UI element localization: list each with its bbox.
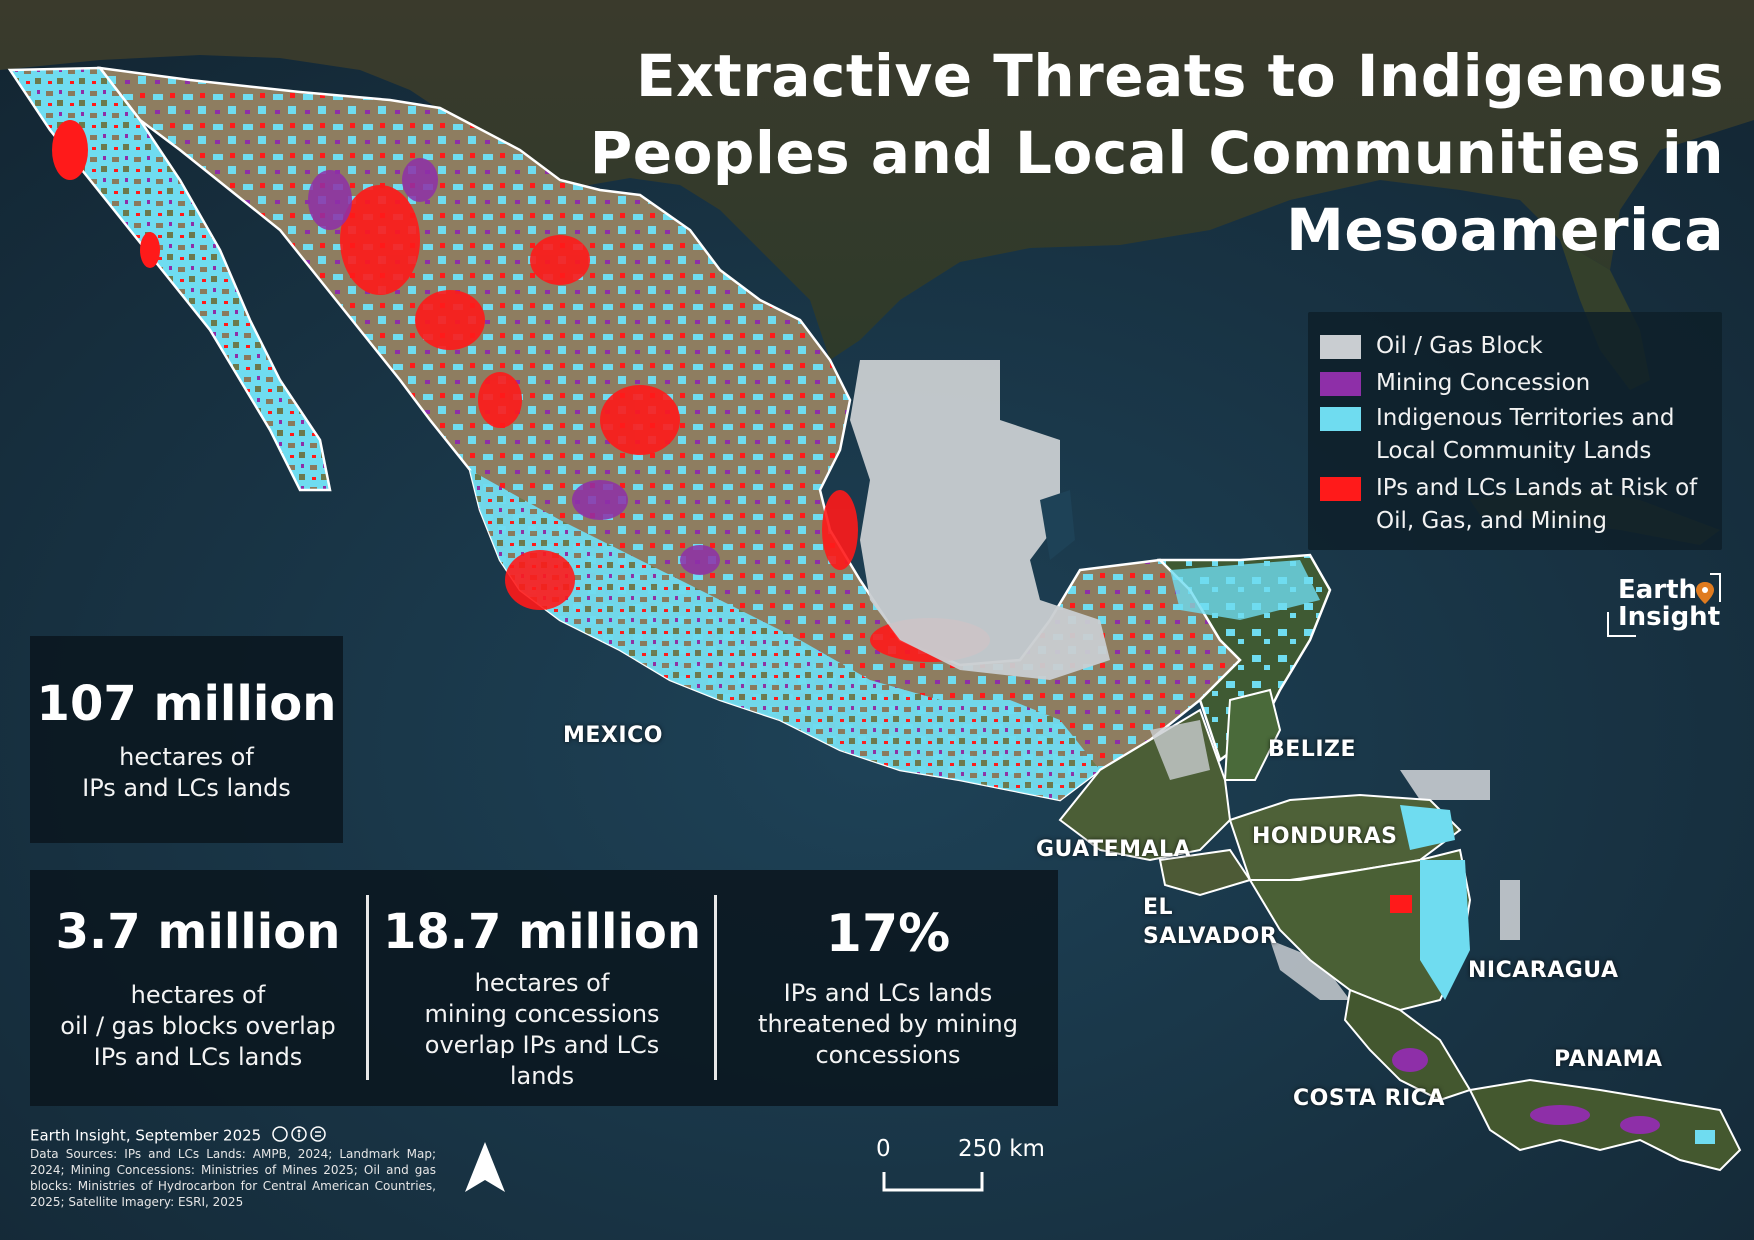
stat-divider-1 (366, 895, 369, 1080)
stat-mining-desc-1: hectares of (474, 969, 610, 997)
map-title: Extractive Threats to Indigenous Peoples… (524, 38, 1724, 269)
label-el-salvador-1: EL (1143, 895, 1174, 920)
baja-risk-areas (52, 120, 160, 268)
scale-label-start: 0 (876, 1136, 891, 1162)
label-guatemala: GUATEMALA (1036, 837, 1192, 862)
stat-percent-desc-3: concessions (815, 1041, 961, 1069)
stat-mining: 18.7 million hectares of mining concessi… (370, 870, 714, 1106)
costa-rica-mining (1392, 1048, 1428, 1072)
gulf-block-gap (1040, 490, 1075, 560)
stat-box-total-lands: 107 million hectares of IPs and LCs land… (30, 636, 343, 843)
legend-label-mining: Mining Concession (1376, 370, 1591, 396)
stat-total-value: 107 million (36, 676, 337, 732)
nicaragua-territories (1420, 860, 1470, 1000)
legend-swatch-oil-gas (1320, 335, 1361, 359)
nicaragua-risk-area (1390, 895, 1412, 913)
label-panama: PANAMA (1554, 1047, 1663, 1072)
belize-land (1223, 688, 1282, 781)
logo-line-2: Insight (1618, 602, 1721, 632)
map-pin-icon (1696, 582, 1714, 604)
stat-mining-desc-2: mining concessions (424, 1000, 660, 1028)
label-honduras: HONDURAS (1252, 824, 1398, 849)
stat-total-desc-1: hectares of (119, 743, 254, 771)
stat-oil-gas-desc-1: hectares of (130, 981, 266, 1009)
stat-mining-desc-3: overlap IPs and LCs (424, 1031, 660, 1059)
panama-land (1468, 1078, 1742, 1172)
stat-percent-value: 17% (825, 904, 951, 964)
north-arrow-icon (465, 1142, 505, 1192)
title-line-2: Peoples and Local Communities in (589, 119, 1724, 187)
legend-item-territories: Indigenous Territories and Local Communi… (1320, 402, 1716, 468)
panama-mining (1530, 1105, 1660, 1134)
scale-bar (882, 1172, 984, 1192)
legend-label-territories: Indigenous Territories and Local Communi… (1376, 405, 1675, 464)
label-nicaragua: NICARAGUA (1468, 958, 1619, 983)
stat-percent-desc-1: IPs and LCs lands (783, 979, 993, 1007)
united-states-land (0, 0, 1754, 360)
caribbean-oil-gas-block (1400, 770, 1490, 800)
mexico-mining-areas (308, 158, 720, 575)
earth-insight-logo: Earth Insight (1606, 572, 1722, 638)
title-line-1: Extractive Threats to Indigenous (635, 42, 1724, 110)
legend-label-risk: IPs and LCs Lands at Risk of Oil, Gas, a… (1376, 475, 1698, 534)
guatemala-oil-gas-blocks (1150, 720, 1210, 780)
creative-commons-icon (272, 1126, 328, 1146)
stat-mining-desc-4: lands (509, 1062, 575, 1090)
label-costa-rica: COSTA RICA (1293, 1086, 1445, 1111)
stat-divider-2 (714, 895, 717, 1080)
pacific-oil-gas-block (1270, 940, 1350, 1000)
stat-percent: 17% IPs and LCs lands threatened by mini… (718, 870, 1058, 1106)
legend-item-mining: Mining Concession (1320, 367, 1716, 400)
legend-item-risk: IPs and LCs Lands at Risk of Oil, Gas, a… (1320, 472, 1716, 538)
mexico-south-territories (470, 470, 1100, 800)
panama-territories (1695, 1130, 1715, 1144)
legend-swatch-risk (1320, 477, 1361, 501)
stat-oil-gas-desc-2: oil / gas blocks overlap (60, 1012, 336, 1040)
credit-line: Earth Insight, September 2025 (30, 1126, 328, 1146)
costa-rica-land (1343, 988, 1472, 1102)
map-legend: Oil / Gas Block Mining Concession Indige… (1308, 312, 1722, 550)
honduras-territories (1400, 805, 1455, 850)
label-belize: BELIZE (1268, 737, 1356, 762)
title-line-3: Mesoamerica (1286, 196, 1724, 264)
label-mexico: MEXICO (563, 723, 663, 748)
legend-swatch-territories (1320, 407, 1361, 431)
baja-california-land (7, 66, 332, 492)
label-el-salvador-2: SALVADOR (1143, 924, 1278, 949)
stat-oil-gas-value: 3.7 million (55, 904, 341, 960)
legend-label-oil-gas: Oil / Gas Block (1376, 333, 1543, 359)
stat-total-desc-2: IPs and LCs lands (82, 774, 291, 802)
legend-item-oil-gas: Oil / Gas Block (1320, 330, 1716, 363)
data-sources: Data Sources: IPs and LCs Lands: AMPB, 2… (30, 1147, 436, 1209)
stat-oil-gas-desc-3: IPs and LCs lands (93, 1043, 303, 1071)
stat-row-box: 3.7 million hectares of oil / gas blocks… (30, 870, 1058, 1106)
scale-label-end: 250 km (958, 1136, 1045, 1162)
stat-percent-desc-2: threatened by mining (758, 1010, 1018, 1038)
legend-swatch-mining (1320, 372, 1361, 396)
logo-line-1: Earth (1618, 575, 1698, 605)
credit-text: Earth Insight, September 2025 (30, 1126, 262, 1145)
logo-frame (1607, 573, 1721, 637)
yucatan-territories (1170, 560, 1320, 620)
el-salvador-land (1158, 848, 1252, 897)
stat-mining-value: 18.7 million (382, 904, 702, 960)
nicaragua-offshore-block (1500, 880, 1520, 940)
stat-oil-gas: 3.7 million hectares of oil / gas blocks… (30, 870, 366, 1106)
gulf-oil-gas-blocks (850, 360, 1110, 680)
